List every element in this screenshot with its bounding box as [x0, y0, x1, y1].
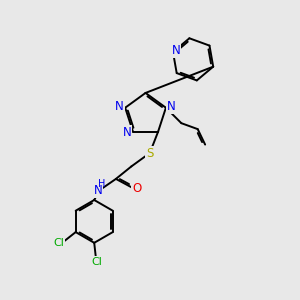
- Text: O: O: [132, 182, 141, 195]
- Text: H: H: [98, 179, 106, 189]
- Text: N: N: [172, 44, 180, 57]
- Text: Cl: Cl: [92, 256, 103, 266]
- Text: Cl: Cl: [53, 238, 64, 248]
- Text: N: N: [123, 126, 131, 139]
- Text: N: N: [94, 184, 103, 197]
- Text: N: N: [115, 100, 124, 113]
- Text: S: S: [146, 146, 154, 160]
- Text: N: N: [167, 100, 176, 113]
